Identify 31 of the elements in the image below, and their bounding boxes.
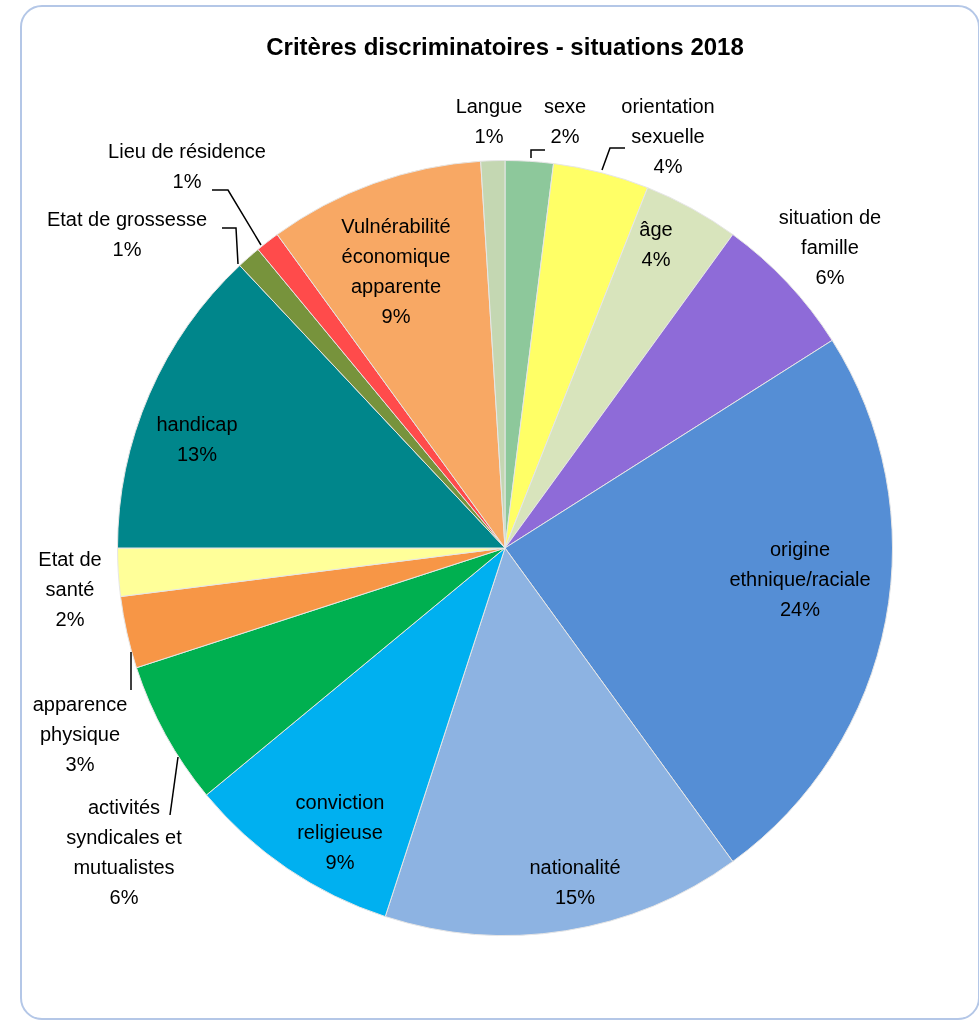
slice-label: Vulnérabilité économique apparente	[341, 214, 451, 297]
data-label: 6%	[109, 885, 139, 908]
data-label: 24%	[779, 597, 821, 620]
slice-label: conviction religieuse	[295, 790, 385, 843]
slice-label: apparence physique	[32, 692, 128, 745]
data-label: 1%	[474, 124, 504, 147]
data-label: 13%	[176, 442, 218, 465]
data-label: 9%	[381, 304, 411, 327]
data-label: 3%	[65, 752, 95, 775]
slice-label: sexe	[543, 94, 587, 117]
data-label: 2%	[550, 124, 580, 147]
slice-label: orientation sexuelle	[621, 94, 715, 147]
slice-label: handicap	[156, 412, 238, 435]
slice-label: situation de famille	[778, 205, 882, 258]
data-label: 4%	[653, 154, 683, 177]
data-label: 1%	[172, 169, 202, 192]
slice-label: âge	[639, 217, 673, 240]
chart-title: Critères discriminatoires - situations 2018	[266, 32, 744, 60]
slice-label: Etat de grossesse	[46, 207, 208, 230]
data-label: 6%	[815, 265, 845, 288]
slice-label: Langue	[455, 94, 523, 117]
slice-label: Lieu de résidence	[108, 139, 266, 162]
data-label: 9%	[325, 850, 355, 873]
data-label: 2%	[55, 607, 85, 630]
data-label: 15%	[554, 885, 596, 908]
slice-label: origine ethnique/raciale	[729, 537, 871, 590]
slice-label: Etat de santé	[38, 547, 102, 600]
slice-label: nationalité	[529, 855, 621, 878]
data-label: 1%	[112, 237, 142, 260]
slice-label: activités syndicales et mutualistes	[66, 795, 183, 878]
data-label: 4%	[641, 247, 671, 270]
